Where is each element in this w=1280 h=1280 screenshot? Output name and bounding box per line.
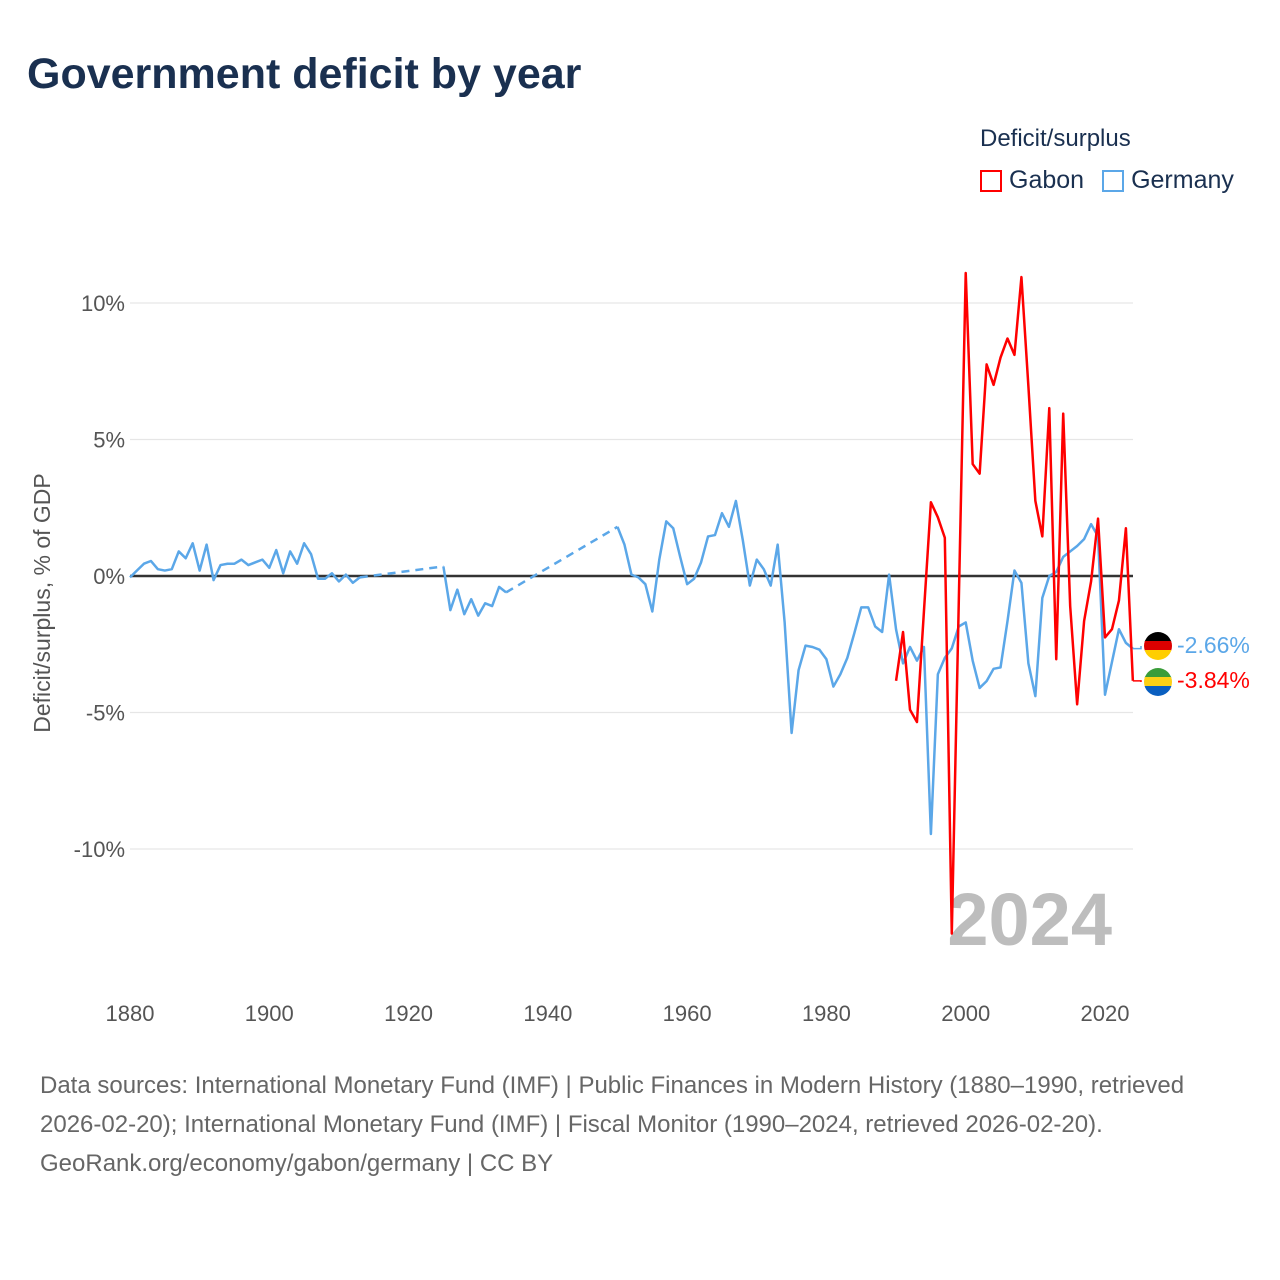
- series-germany: [129, 499, 1142, 836]
- current-year-watermark: 2024: [947, 878, 1112, 961]
- legend-title: Deficit/surplus: [980, 125, 1131, 152]
- x-tick-label: 2020: [1081, 1001, 1130, 1026]
- gabon-flag-icon: [1144, 668, 1172, 696]
- x-tick-label: 1940: [523, 1001, 572, 1026]
- x-tick-label: 1980: [802, 1001, 851, 1026]
- series-line: [616, 499, 1134, 836]
- y-tick-label: 10%: [81, 291, 125, 316]
- end-connector: [1132, 680, 1142, 682]
- gabon-end-label: -3.84%: [1177, 667, 1250, 693]
- germany-flag-icon: [1144, 632, 1172, 660]
- x-tick-label: 1880: [106, 1001, 155, 1026]
- germany-swatch-icon: [1102, 169, 1125, 192]
- chart-title: Government deficit by year: [27, 50, 582, 98]
- legend-item-germany[interactable]: Germany: [1102, 166, 1234, 195]
- legend-label-gabon: Gabon: [1009, 166, 1085, 194]
- end-connector: [1132, 646, 1142, 650]
- footer: Data sources: International Monetary Fun…: [40, 1066, 1240, 1183]
- y-axis-label: Deficit/surplus, % of GDP: [29, 473, 55, 732]
- x-tick-label: 1920: [384, 1001, 433, 1026]
- x-tick-label: 1960: [663, 1001, 712, 1026]
- series-line: [442, 566, 507, 617]
- gap-connector: [505, 525, 619, 594]
- germany-end-label: -2.66%: [1177, 632, 1250, 658]
- series-gabon: [894, 271, 1142, 935]
- legend-item-gabon[interactable]: Gabon: [980, 166, 1084, 195]
- attribution-link[interactable]: GeoRank.org/economy/gabon/germany | CC B…: [40, 1150, 554, 1177]
- series-line: [129, 541, 361, 585]
- x-tick-label: 1900: [245, 1001, 294, 1026]
- data-sources: Data sources: International Monetary Fun…: [40, 1072, 1185, 1138]
- y-tick-label: -5%: [86, 701, 125, 726]
- gabon-swatch-icon: [980, 169, 1002, 192]
- y-tick-label: 5%: [93, 428, 125, 453]
- gap-connector: [359, 565, 444, 579]
- y-tick-label: -10%: [74, 837, 125, 862]
- legend-label-germany: Germany: [1131, 166, 1234, 194]
- x-tick-label: 2000: [941, 1001, 990, 1026]
- legend: Gabon Germany: [980, 166, 1234, 195]
- y-tick-label: 0%: [93, 564, 125, 589]
